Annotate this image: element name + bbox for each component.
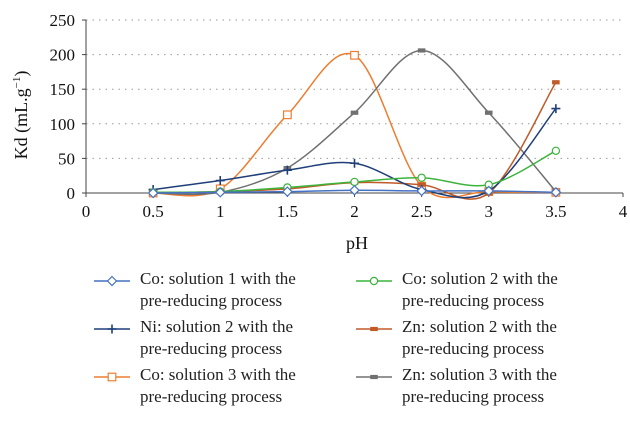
data-point [214,186,226,198]
legend-swatch-marker [106,275,118,287]
x-tick-label: 1 [216,202,225,221]
legend-swatch [356,276,392,286]
y-axis-label: Kd (mL.g−1) [11,71,32,160]
x-tick-label: 1.5 [277,202,298,221]
y-axis-label-main: Kd (mL.g [11,88,32,159]
legend-label-line1: Ni: solution 2 with the [140,317,293,336]
legend-swatch [94,372,130,382]
data-point [551,146,561,155]
data-point [550,186,562,198]
legend-label: Co: solution 1 with the pre-reducing pro… [140,268,355,312]
y-tick-label: 100 [50,115,76,134]
legend-swatch-marker [107,372,117,382]
series-5 [149,48,560,196]
data-point [282,110,292,120]
legend-label: Zn: solution 2 with the pre-reducing pro… [402,316,617,360]
legend-label-line2: pre-reducing process [140,291,283,310]
legend-label-line2: pre-reducing process [140,339,283,358]
x-axis-label: pH [346,233,368,253]
legend-label-line1: Zn: solution 2 with the [402,317,557,336]
legend-label: Co: solution 3 with the pre-reducing pro… [140,364,355,408]
data-point [282,186,293,197]
y-tick-label: 200 [50,46,76,65]
x-tick-label: 3 [485,202,494,221]
data-point [349,184,360,196]
y-tick-labels: 0 50 100 150 200 250 [50,11,86,203]
legend-label: Co: solution 2 with the pre-reducing pro… [402,268,617,312]
data-point [551,104,561,114]
legend-label-line1: Zn: solution 3 with the [402,365,557,384]
x-tick-label: 0 [82,202,91,221]
x-tick-label: 3.5 [545,202,566,221]
legend-label-line2: pre-reducing process [402,339,545,358]
data-point [215,176,225,186]
legend-label-line1: Co: solution 3 with the [140,365,296,384]
series-0 [147,184,562,199]
data-point [417,48,426,53]
series-line [153,52,556,199]
data-point [552,80,560,85]
x-tick-label: 0.5 [143,202,164,221]
legend-label-line2: pre-reducing process [402,291,545,310]
y-tick-label: 150 [50,80,76,99]
legend-item: Zn: solution 2 with the pre-reducing pro… [354,316,614,364]
legend-swatch-marker [369,276,379,286]
legend-item: Co: solution 1 with the pre-reducing pro… [92,268,352,316]
data-point [147,187,159,199]
series-4 [148,50,561,199]
legend-swatch-marker [370,374,378,380]
series-group [147,48,562,200]
data-point [282,165,292,175]
y-tick-label: 50 [58,149,75,168]
legend-label-line2: pre-reducing process [140,387,283,406]
series-line [153,49,557,196]
legend-swatch [94,324,130,334]
legend-label-line1: Co: solution 2 with the [402,269,558,288]
legend-item: Ni: solution 2 with the pre-reducing pro… [92,316,352,364]
legend-swatch [356,374,392,380]
data-point [350,50,359,60]
x-tick-label: 2.5 [411,202,432,221]
legend-item: Zn: solution 3 with the pre-reducing pro… [354,364,614,412]
y-tick-label: 250 [50,11,76,30]
x-tick-label: 2 [350,202,359,221]
legend-swatch-marker [370,326,378,332]
legend-item: Co: solution 2 with the pre-reducing pro… [354,268,614,316]
chart-plot: 0 0.5 1 1.5 2 2.5 3 3.5 4 0 50 100 150 200 250 pH Kd … [11,11,628,253]
x-tick-label: 4 [619,202,628,221]
y-axis-label-sup: −1 [11,77,23,89]
y-tick-label: 0 [67,184,76,203]
data-point [483,185,495,197]
data-point [350,110,359,115]
x-tick-labels: 0 0.5 1 1.5 2 2.5 3 3.5 4 [82,193,628,221]
data-point [416,185,427,197]
data-point [350,177,359,187]
gridlines [86,19,623,159]
legend-label: Zn: solution 3 with the pre-reducing pro… [402,364,617,408]
data-point [484,110,493,115]
legend-swatch [94,275,130,287]
legend-swatch-marker [107,324,117,334]
legend-item: Co: solution 3 with the pre-reducing pro… [92,364,352,412]
legend-label-line1: Co: solution 1 with the [140,269,296,288]
data-point [417,173,426,182]
legend-swatch [356,326,392,332]
data-point [350,158,359,168]
legend-label-line2: pre-reducing process [402,387,545,406]
legend-label: Ni: solution 2 with the pre-reducing pro… [140,316,355,360]
y-axis-label-close: ) [11,71,32,77]
